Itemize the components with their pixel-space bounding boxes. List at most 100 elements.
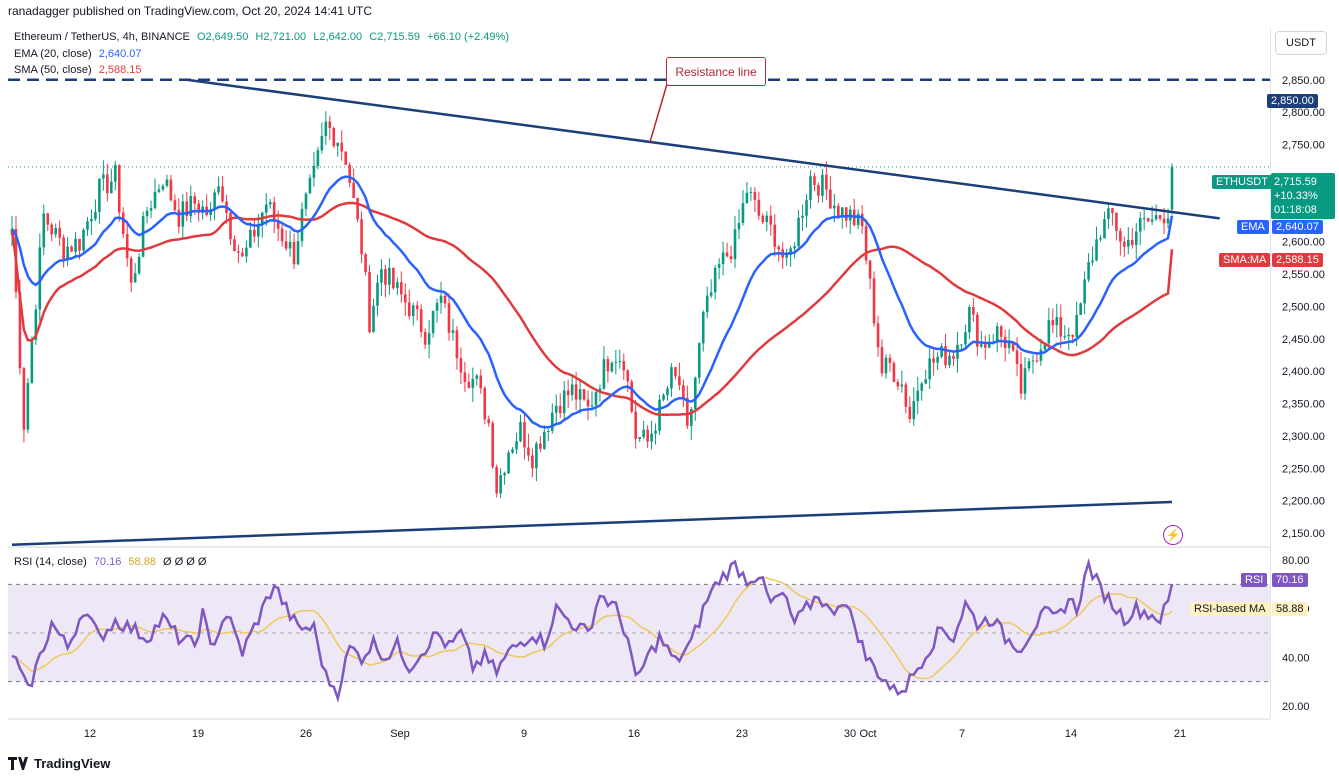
rsi-line[interactable] bbox=[11, 557, 1174, 703]
lightning-alert-icon[interactable]: ⚡ bbox=[1163, 525, 1183, 545]
candle-body bbox=[245, 247, 248, 257]
price-tick-label: 2,550.00 bbox=[1282, 269, 1325, 281]
ohlc-high: H2,721.00 bbox=[255, 31, 307, 43]
candle-body bbox=[50, 224, 54, 235]
support-trendline[interactable] bbox=[11, 500, 1173, 546]
candle-body bbox=[618, 361, 622, 363]
resistance-trendline[interactable] bbox=[186, 78, 1220, 220]
candle-body bbox=[169, 179, 173, 201]
candle-body bbox=[324, 121, 328, 136]
candle-body bbox=[348, 164, 351, 183]
candle-body bbox=[952, 355, 955, 359]
candle-body bbox=[499, 475, 502, 494]
ema-legend-label: EMA (20, close) bbox=[14, 48, 92, 60]
price-tick-label: 2,350.00 bbox=[1282, 399, 1325, 411]
candle-body bbox=[1138, 218, 1142, 232]
currency-button[interactable]: USDT bbox=[1275, 31, 1327, 55]
candle-body bbox=[944, 346, 947, 366]
candle-body bbox=[511, 449, 514, 453]
ema-legend[interactable]: EMA (20, close) 2,640.07 bbox=[14, 48, 146, 60]
last-price: 2,715.59 bbox=[1274, 176, 1317, 188]
candle-body bbox=[495, 466, 498, 494]
candle-body bbox=[515, 441, 518, 450]
candle-body bbox=[1150, 219, 1154, 222]
candle-body bbox=[427, 333, 431, 345]
candle-body bbox=[237, 251, 240, 253]
candle-body bbox=[70, 246, 73, 252]
candle-body bbox=[1083, 279, 1086, 304]
candle-body bbox=[650, 433, 653, 442]
candle-body bbox=[749, 192, 753, 194]
candle-body bbox=[66, 246, 69, 260]
candle-body bbox=[634, 411, 637, 440]
candle-body bbox=[1075, 314, 1078, 337]
sma-legend[interactable]: SMA (50, close) 2,588.15 bbox=[14, 64, 146, 76]
candle-body bbox=[570, 384, 574, 396]
candle-body bbox=[435, 302, 439, 311]
candle-body bbox=[328, 121, 332, 129]
candle-body bbox=[1158, 215, 1162, 219]
candle-body bbox=[737, 222, 741, 230]
candle-body bbox=[825, 174, 828, 190]
candle-body bbox=[284, 241, 288, 249]
candle-body bbox=[487, 419, 491, 424]
candle-body bbox=[837, 205, 840, 218]
candle-body bbox=[769, 215, 773, 225]
candle-body bbox=[233, 239, 236, 252]
candle-body bbox=[304, 193, 308, 209]
candle-body bbox=[392, 267, 395, 289]
candle-body bbox=[149, 208, 153, 211]
candle-body bbox=[547, 430, 550, 432]
candle-body bbox=[666, 388, 669, 396]
candle-body bbox=[455, 330, 459, 359]
candle-body bbox=[856, 213, 860, 226]
ema-20-line[interactable] bbox=[10, 175, 1174, 429]
ohlc-change: +66.10 (+2.49%) bbox=[427, 31, 509, 43]
candle-body bbox=[864, 226, 868, 261]
candle-body bbox=[554, 405, 558, 413]
candle-body bbox=[682, 385, 685, 398]
time-tick-label: 19 bbox=[192, 728, 204, 740]
candle-body bbox=[558, 405, 562, 414]
candle-body bbox=[999, 326, 1003, 337]
candle-body bbox=[1023, 368, 1027, 394]
candle-body bbox=[332, 128, 336, 147]
candle-body bbox=[717, 264, 721, 268]
candle-body bbox=[662, 395, 665, 400]
symbol-name[interactable]: Ethereum / TetherUS, 4h, BINANCE bbox=[14, 31, 190, 43]
candle-body bbox=[384, 269, 387, 285]
last-price-tag: 2,715.59 +10.33% 01:18:08 bbox=[1271, 173, 1335, 219]
candle-body bbox=[1011, 341, 1015, 351]
sma-50-line[interactable] bbox=[10, 201, 1174, 417]
candle-body bbox=[725, 252, 729, 257]
candle-body bbox=[90, 218, 93, 222]
candle-body bbox=[1035, 360, 1039, 362]
candle-body bbox=[908, 406, 912, 420]
candle-body bbox=[1019, 363, 1023, 394]
candle-body bbox=[531, 455, 534, 469]
candle-body bbox=[403, 294, 407, 303]
candle-body bbox=[932, 358, 935, 363]
candle-body bbox=[54, 227, 57, 235]
candle-body bbox=[145, 210, 149, 217]
candle-body bbox=[415, 305, 419, 310]
time-tick-label: Oct bbox=[859, 728, 876, 740]
candle-body bbox=[153, 191, 157, 209]
candle-body bbox=[1055, 317, 1059, 326]
candle-body bbox=[439, 295, 443, 303]
candle-body bbox=[102, 174, 105, 179]
candle-body bbox=[106, 174, 109, 194]
rsi-legend[interactable]: RSI (14, close) 70.16 58.88 Ø Ø Ø Ø bbox=[14, 556, 210, 568]
price-scale[interactable] bbox=[1270, 28, 1339, 718]
price-change: +10.33% bbox=[1274, 190, 1318, 202]
price-tick-label: 2,150.00 bbox=[1282, 528, 1325, 540]
price-tick-label: 2,800.00 bbox=[1282, 107, 1325, 119]
ema-tag: EMA bbox=[1237, 220, 1269, 234]
candle-body bbox=[443, 295, 447, 304]
candle-body bbox=[638, 437, 641, 440]
candle-body bbox=[1039, 349, 1043, 361]
candle-body bbox=[396, 282, 399, 289]
candle-body bbox=[388, 267, 391, 285]
candle-body bbox=[840, 207, 844, 218]
